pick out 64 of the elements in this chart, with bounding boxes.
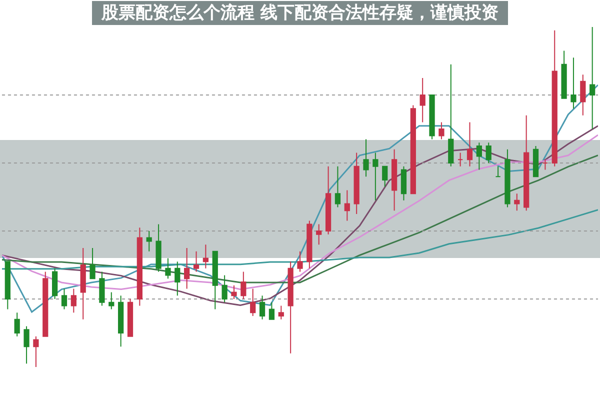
candlestick bbox=[24, 326, 30, 364]
candlestick bbox=[391, 148, 398, 212]
candlestick bbox=[306, 220, 312, 269]
candlestick bbox=[61, 288, 68, 310]
candlestick bbox=[288, 261, 294, 354]
candlestick bbox=[325, 166, 332, 235]
candlestick bbox=[146, 230, 152, 252]
candlestick bbox=[458, 152, 464, 167]
chart-title: 股票配资怎么个流程 线下配资合法性存疑，谨慎投资 bbox=[92, 0, 508, 24]
candlestick bbox=[466, 122, 473, 167]
candlestick bbox=[486, 142, 492, 164]
candlestick bbox=[193, 250, 200, 272]
candlestick bbox=[118, 295, 124, 348]
candlestick bbox=[259, 295, 266, 320]
candlestick bbox=[212, 250, 218, 310]
candlestick bbox=[570, 57, 576, 110]
candlestick bbox=[278, 305, 284, 320]
candlestick bbox=[363, 138, 369, 178]
candlestick bbox=[165, 258, 171, 280]
candlestick bbox=[438, 122, 444, 140]
candlestick bbox=[344, 190, 350, 222]
candlestick bbox=[184, 248, 190, 290]
candlestick bbox=[532, 146, 539, 178]
candlestick bbox=[580, 74, 586, 116]
candlestick bbox=[156, 224, 162, 272]
candlestick bbox=[297, 250, 303, 272]
candlestick bbox=[400, 166, 407, 201]
candlestick bbox=[561, 50, 567, 99]
candlestick bbox=[52, 268, 58, 300]
candlestick bbox=[240, 271, 246, 300]
candlestick bbox=[590, 27, 596, 130]
candlestick bbox=[514, 193, 520, 212]
candlestick bbox=[33, 336, 39, 367]
candlestick bbox=[552, 30, 558, 167]
candlestick bbox=[127, 298, 134, 337]
candlestick bbox=[429, 94, 435, 140]
candlestick bbox=[14, 312, 20, 337]
candlestick bbox=[524, 114, 530, 212]
candlestick bbox=[202, 244, 209, 269]
candlestick bbox=[136, 227, 142, 306]
candlestick bbox=[410, 104, 416, 194]
candlestick bbox=[174, 261, 180, 296]
candlestick bbox=[382, 166, 388, 188]
candlestick bbox=[250, 288, 256, 316]
candlestick bbox=[316, 224, 322, 246]
candlestick bbox=[354, 152, 360, 214]
candlestick bbox=[334, 166, 341, 208]
candlestick bbox=[222, 274, 228, 303]
candlestick bbox=[99, 271, 105, 306]
candlestick bbox=[448, 64, 454, 167]
candlestick bbox=[476, 142, 482, 170]
candlestick bbox=[42, 271, 48, 337]
candlestick bbox=[504, 148, 510, 208]
candlestick bbox=[90, 248, 96, 280]
candlestick bbox=[372, 152, 378, 201]
candlestick bbox=[70, 288, 76, 314]
candlestick bbox=[542, 159, 548, 170]
candlestick bbox=[420, 78, 426, 123]
candlestick bbox=[108, 292, 114, 310]
candlestick bbox=[495, 166, 501, 178]
candlestick bbox=[80, 248, 86, 320]
candlestick bbox=[4, 261, 10, 310]
candlestick bbox=[231, 284, 237, 300]
candlestick bbox=[268, 302, 275, 320]
